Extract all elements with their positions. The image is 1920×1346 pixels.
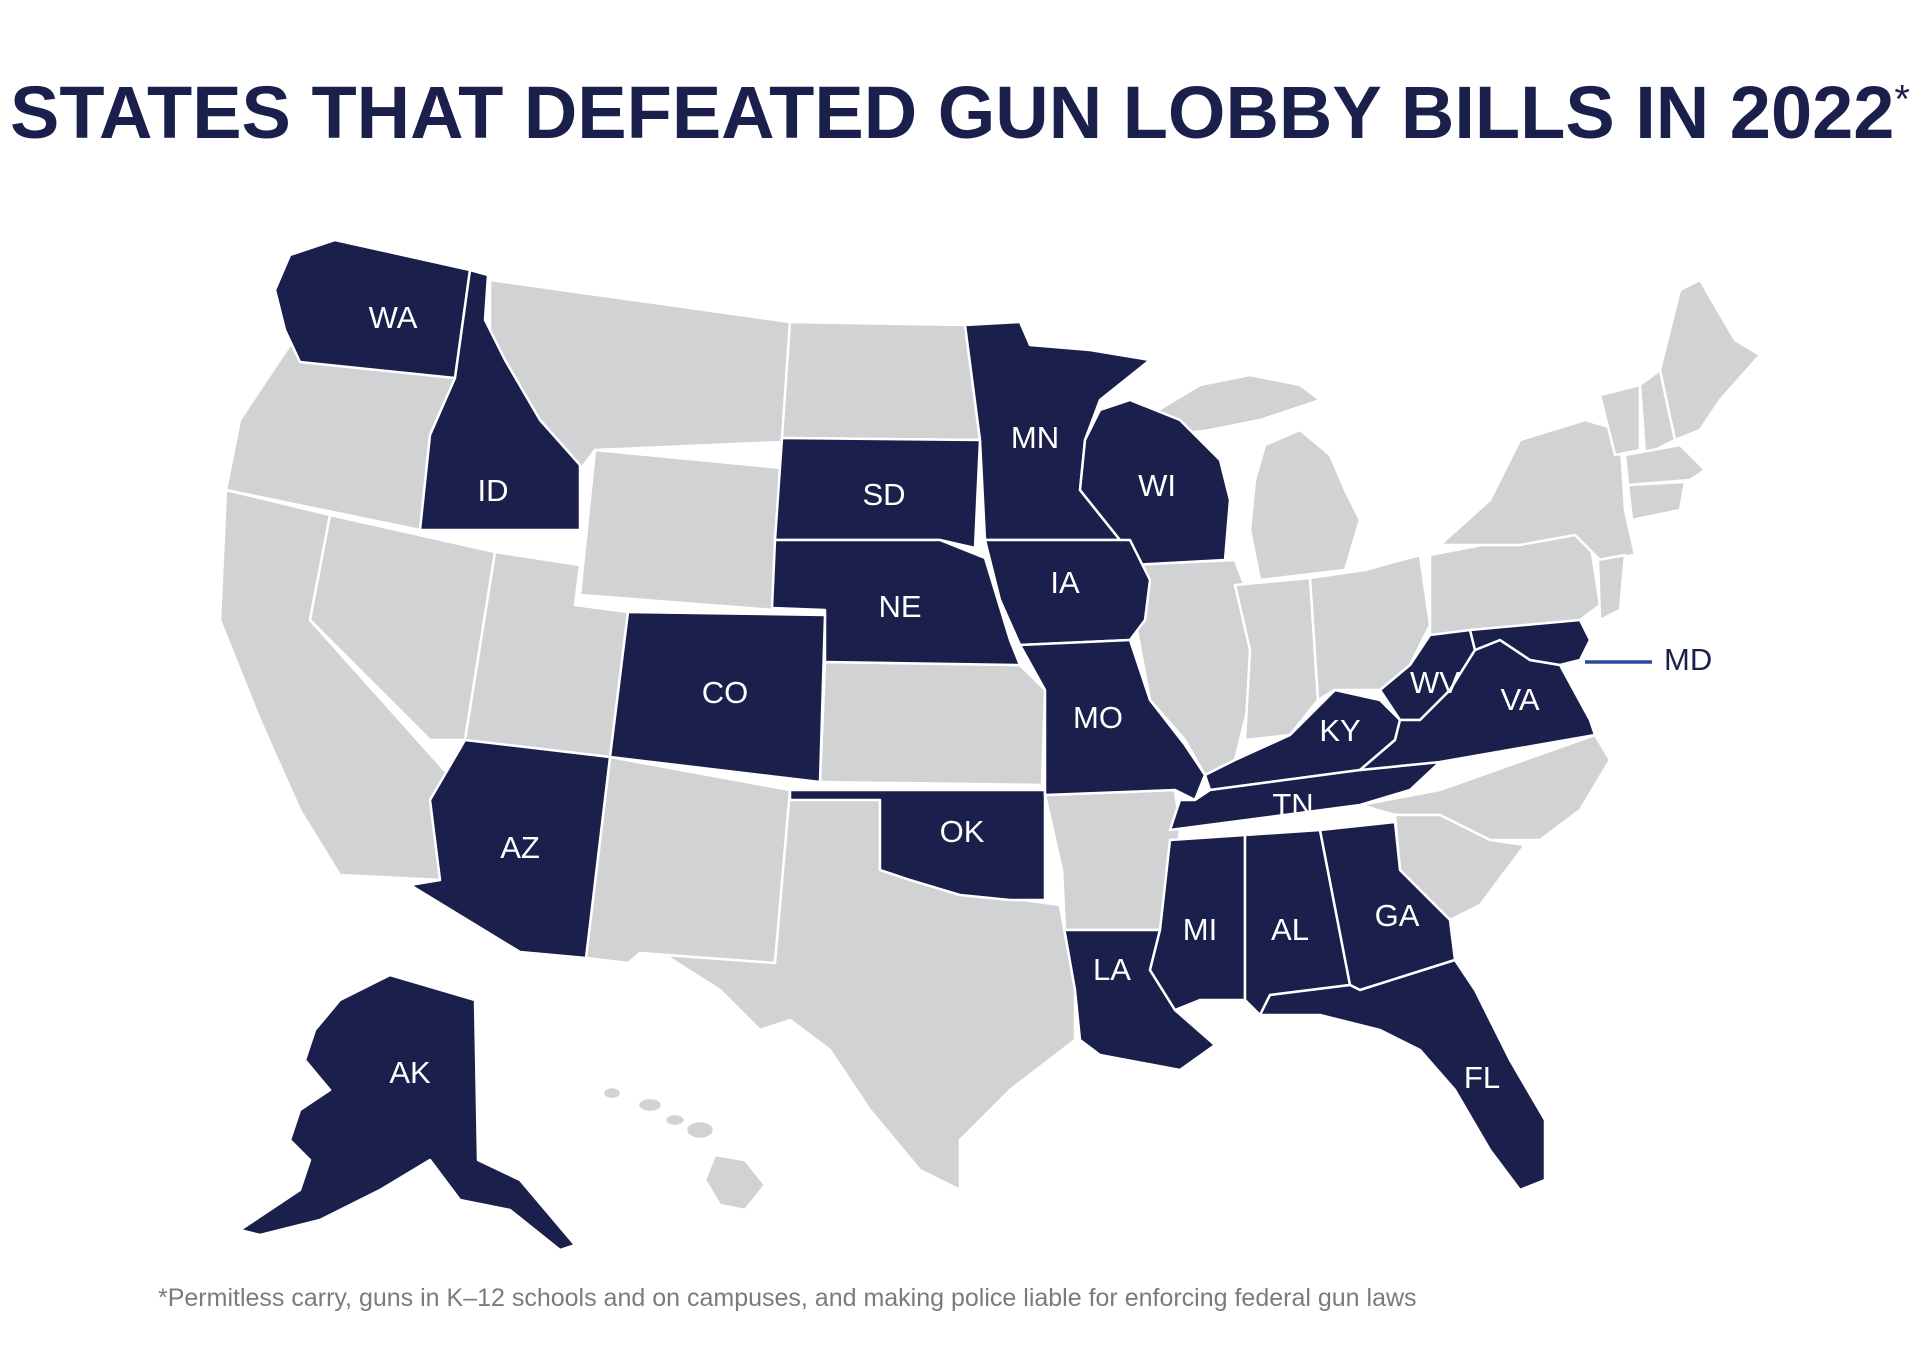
map-title: STATES THAT DEFEATED GUN LOBBY BILLS IN …	[0, 70, 1920, 155]
state-ma	[1623, 443, 1707, 487]
state-wi[interactable]	[1078, 398, 1232, 567]
title-asterisk: *	[1894, 77, 1910, 122]
state-az[interactable]	[408, 738, 612, 960]
state-hi	[601, 1085, 767, 1212]
footnote: *Permitless carry, guns in K–12 schools …	[158, 1284, 1417, 1312]
label-co: CO	[702, 675, 749, 710]
state-ct-ri	[1626, 480, 1687, 522]
label-ky: KY	[1319, 713, 1360, 748]
state-me	[1658, 278, 1762, 442]
label-sd: SD	[862, 477, 905, 512]
label-al: AL	[1271, 912, 1309, 947]
state-id[interactable]	[418, 268, 582, 532]
label-mi: MI	[1183, 912, 1217, 947]
label-az: AZ	[500, 830, 540, 865]
other-states	[218, 278, 1762, 1212]
label-ne: NE	[878, 589, 921, 624]
label-va: VA	[1500, 682, 1539, 717]
state-md[interactable]	[1468, 618, 1592, 667]
state-ne[interactable]	[770, 538, 1022, 667]
state-ok[interactable]	[788, 788, 1047, 902]
state-ak[interactable]	[238, 973, 577, 1252]
state-nd	[780, 320, 982, 442]
label-wv: WV	[1410, 665, 1460, 700]
label-tn: TN	[1272, 787, 1313, 822]
state-co[interactable]	[608, 610, 827, 784]
label-ak: AK	[389, 1055, 431, 1090]
state-ny	[1438, 418, 1637, 562]
state-mn[interactable]	[963, 320, 1152, 542]
state-fl[interactable]	[1258, 958, 1547, 1192]
state-ia[interactable]	[983, 538, 1152, 647]
state-ks	[818, 660, 1047, 787]
label-wi: WI	[1138, 468, 1176, 503]
state-nj	[1596, 553, 1627, 622]
state-nv	[308, 513, 497, 742]
label-id: ID	[478, 473, 509, 508]
label-wa: WA	[369, 300, 418, 335]
state-nm	[584, 755, 792, 965]
state-sd[interactable]	[773, 436, 982, 550]
state-ar	[1043, 788, 1182, 932]
highlighted-states	[238, 238, 1597, 1252]
label-ga: GA	[1375, 898, 1420, 933]
map-title-text: STATES THAT DEFEATED GUN LOBBY BILLS IN …	[9, 71, 1895, 154]
label-mo: MO	[1073, 700, 1123, 735]
label-ia: IA	[1050, 565, 1080, 600]
state-mo[interactable]	[1018, 638, 1207, 802]
label-la: LA	[1093, 952, 1131, 987]
state-wy	[578, 448, 784, 612]
label-ok: OK	[940, 814, 985, 849]
state-wa[interactable]	[273, 238, 472, 380]
state-labels: WA ID MN WI SD NE IA CO MO KY WV VA AZ O…	[369, 300, 1713, 1095]
label-mn: MN	[1011, 420, 1059, 455]
label-fl: FL	[1464, 1060, 1500, 1095]
label-md: MD	[1664, 642, 1712, 677]
state-vt	[1598, 383, 1642, 457]
state-mi-lower	[1248, 428, 1362, 582]
state-tn[interactable]	[1168, 760, 1442, 832]
